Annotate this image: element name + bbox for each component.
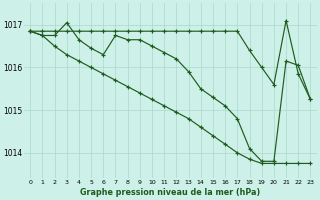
X-axis label: Graphe pression niveau de la mer (hPa): Graphe pression niveau de la mer (hPa) [80,188,260,197]
